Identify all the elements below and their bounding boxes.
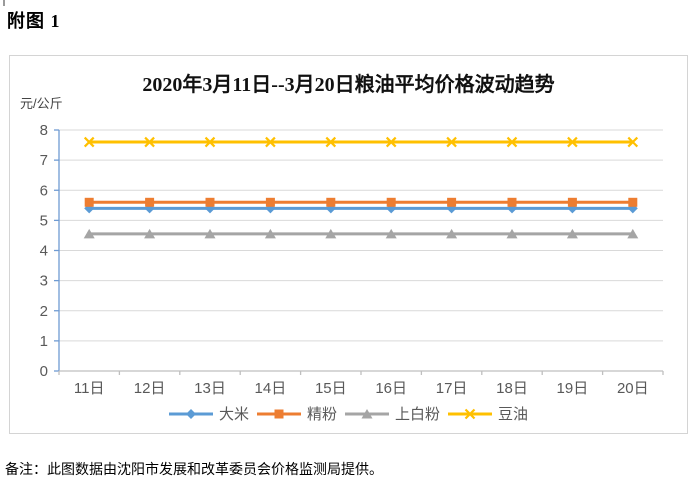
marker-x (204, 136, 216, 148)
y-axis-unit-label: 元/公斤 (20, 96, 63, 111)
marker-triangle (204, 228, 216, 239)
x-tick-label-3: 13日 (194, 380, 226, 397)
chart-title: 2020年3月11日--3月20日粮油平均价格波动趋势 (142, 74, 555, 96)
marker-square (145, 197, 155, 207)
legend-label: 豆油 (498, 406, 529, 423)
marker-triangle (361, 408, 373, 418)
marker-square (628, 197, 638, 207)
x-tick-label-9: 19日 (557, 380, 589, 397)
marker-square (205, 197, 215, 207)
marker-x (83, 136, 95, 148)
x-tick-label-7: 17日 (436, 380, 468, 397)
legend-marker-triangle-icon (345, 408, 389, 418)
y-tick-label-3: 3 (40, 273, 48, 290)
marker-triangle (144, 228, 156, 239)
y-tick-label-0: 0 (40, 363, 48, 380)
x-tick-label-1: 11日 (74, 380, 105, 397)
marker-square (274, 409, 284, 418)
marker-square (447, 197, 457, 207)
source-note: 备注：此图数据由沈阳市发展和改革委员会价格监测局提供。 (5, 463, 383, 478)
marker-x (325, 136, 337, 148)
x-tick-label-10: 20日 (617, 380, 649, 397)
legend-label: 上白粉 (395, 406, 441, 423)
marker-square (567, 197, 577, 207)
marker-x (506, 136, 518, 148)
marker-diamond (185, 408, 196, 419)
marker-x (265, 136, 276, 148)
marker-square (84, 197, 94, 207)
legend-marker-x-icon (448, 408, 493, 419)
legend-label: 精粉 (306, 406, 337, 423)
marker-square (507, 197, 517, 207)
marker-triangle (264, 228, 276, 239)
figure-heading: 附图 1 (7, 11, 61, 31)
marker-x (385, 136, 397, 148)
x-tick-label-8: 18日 (496, 380, 528, 397)
y-tick-label-4: 4 (40, 243, 48, 260)
legend-marker-square-icon (256, 409, 301, 418)
marker-x (464, 408, 476, 419)
x-tick-label-4: 14日 (255, 380, 287, 397)
series-精粉 (84, 197, 638, 207)
page-corner-mark (3, 0, 5, 6)
series-大米 (84, 203, 638, 214)
series-上白粉 (83, 228, 639, 239)
legend-item-上白粉: 上白粉 (345, 403, 440, 424)
series-豆油 (83, 136, 639, 148)
marker-square (326, 197, 336, 207)
legend-item-豆油: 豆油 (448, 403, 528, 424)
marker-triangle (627, 228, 639, 239)
marker-x (144, 136, 155, 148)
x-tick-label-5: 15日 (315, 380, 347, 397)
marker-triangle (446, 228, 458, 239)
y-tick-label-7: 7 (40, 152, 48, 169)
x-tick-label-2: 12日 (134, 380, 166, 397)
marker-square (265, 197, 275, 207)
marker-triangle (385, 228, 397, 239)
marker-triangle (566, 228, 578, 239)
marker-square (386, 197, 396, 207)
marker-triangle (83, 228, 95, 239)
x-tick-label-6: 16日 (375, 380, 407, 397)
legend-label: 大米 (218, 406, 249, 423)
marker-triangle (325, 228, 337, 239)
marker-x (627, 136, 639, 148)
marker-x (567, 136, 578, 148)
chart-legend: 大米 精粉 上白粉 豆油 (10, 403, 687, 424)
chart-area: 2020年3月11日--3月20日粮油平均价格波动趋势 元/公斤 0 1 2 3 4 5 6… (9, 55, 688, 434)
y-tick-label-6: 6 (40, 182, 48, 199)
y-tick-label-2: 2 (40, 303, 48, 320)
marker-x (446, 136, 457, 148)
marker-triangle (506, 228, 518, 239)
legend-item-大米: 大米 (168, 403, 249, 424)
y-tick-label-5: 5 (40, 212, 48, 229)
line-chart-plot: 0 1 2 3 4 5 6 7 8 11日 12日 13日 14日 15日 16日 17日 18日 19日 20日 (40, 122, 664, 397)
legend-item-精粉: 精粉 (256, 403, 337, 424)
y-tick-label-8: 8 (40, 122, 48, 139)
y-tick-label-1: 1 (40, 333, 48, 350)
legend-marker-diamond-icon (168, 408, 213, 419)
